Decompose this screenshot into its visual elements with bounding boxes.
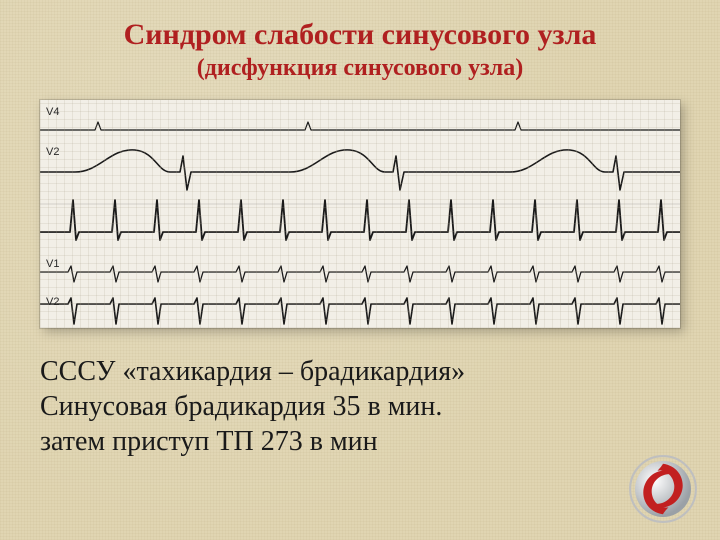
lead-label-v2-top: V2: [46, 146, 59, 158]
caption-line-1: СССУ «тахикардия – брадикардия»: [40, 354, 680, 389]
title-line-2: (дисфункция синусового узла): [40, 55, 680, 83]
ecg-lead-5: [40, 298, 680, 324]
slide-title: Синдром слабости синусового узла (дисфун…: [40, 18, 680, 82]
lead-label-v2-bot: V2: [46, 296, 59, 308]
ecg-lead-2: [40, 150, 680, 190]
ecg-image: V4 V2 V1 V2: [40, 100, 680, 328]
ecg-lead-4: [40, 266, 680, 282]
lead-label-v1: V1: [46, 258, 59, 270]
title-line-1: Синдром слабости синусового узла: [40, 18, 680, 53]
ecg-traces: [40, 100, 680, 328]
lead-label-v4: V4: [46, 106, 59, 118]
footer-logo-icon: [628, 454, 698, 524]
ecg-lead-3: [40, 200, 680, 240]
caption-line-3: затем приступ ТП 273 в мин: [40, 424, 680, 459]
ecg-lead-1: [40, 122, 680, 130]
caption-line-2: Синусовая брадикардия 35 в мин.: [40, 389, 680, 424]
slide: Синдром слабости синусового узла (дисфун…: [0, 0, 720, 540]
caption: СССУ «тахикардия – брадикардия» Синусова…: [40, 354, 680, 459]
